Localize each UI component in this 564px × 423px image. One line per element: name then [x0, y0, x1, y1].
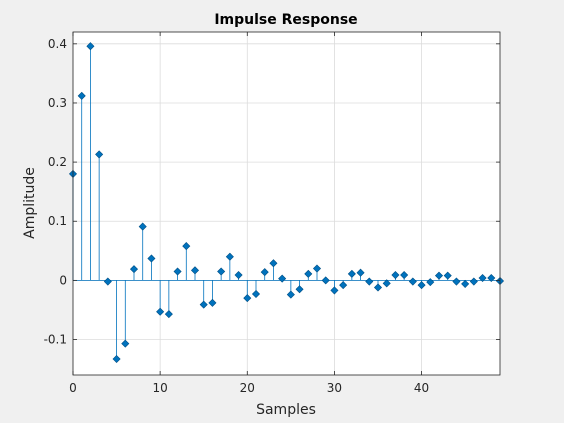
y-axis-label: Amplitude — [22, 167, 38, 239]
data-point-marker — [365, 277, 374, 286]
y-tick-label: 0.1 — [48, 214, 67, 228]
data-point-marker — [304, 269, 313, 278]
data-point-marker — [286, 290, 295, 299]
data-point-marker — [400, 271, 409, 280]
data-point-marker — [138, 222, 147, 231]
data-point-marker — [182, 242, 191, 251]
x-ticks: 0 10 20 30 40 — [69, 32, 429, 395]
y-tick-label: 0.3 — [48, 96, 67, 110]
data-point-marker — [243, 294, 252, 303]
markers — [68, 42, 505, 364]
data-point-marker — [469, 277, 478, 286]
data-point-marker — [112, 355, 121, 364]
data-point-marker — [478, 273, 487, 283]
data-point-marker — [190, 266, 200, 275]
data-point-marker — [347, 269, 356, 278]
data-point-marker — [321, 276, 330, 285]
data-point-marker — [173, 267, 182, 276]
data-point-marker — [129, 265, 139, 274]
data-point-marker — [452, 277, 461, 286]
chart-title: Impulse Response — [214, 12, 357, 28]
data-point-marker — [95, 150, 104, 159]
data-point-marker — [208, 298, 217, 307]
data-point-marker — [251, 289, 261, 299]
data-point-marker — [461, 279, 470, 288]
data-point-marker — [356, 268, 365, 277]
data-point-marker — [234, 271, 243, 280]
y-tick-label: 0 — [59, 273, 67, 287]
data-point-marker — [225, 252, 234, 261]
y-tick-label: -0.1 — [44, 333, 67, 347]
data-point-marker — [156, 307, 165, 316]
data-point-marker — [426, 278, 435, 287]
x-tick-label: 10 — [153, 381, 168, 395]
data-point-marker — [382, 279, 391, 288]
data-point-marker — [278, 274, 287, 283]
data-point-marker — [260, 268, 269, 277]
x-axis-label: Samples — [256, 402, 316, 418]
axes-box — [72, 31, 501, 376]
data-point-marker — [330, 286, 339, 295]
data-point-marker — [103, 277, 112, 286]
data-point-marker — [77, 91, 86, 100]
data-point-marker — [86, 42, 95, 51]
data-point-marker — [295, 285, 304, 294]
data-point-marker — [269, 259, 278, 268]
data-point-marker — [408, 277, 417, 286]
data-point-marker — [391, 271, 400, 280]
plot-area — [73, 32, 500, 375]
data-point-marker — [164, 310, 173, 319]
x-tick-label: 40 — [414, 381, 429, 395]
data-point-marker — [417, 281, 426, 290]
data-point-marker — [217, 267, 226, 276]
x-tick-label: 20 — [240, 381, 255, 395]
data-point-marker — [147, 254, 156, 263]
x-tick-label: 0 — [69, 381, 77, 395]
data-point-marker — [487, 273, 496, 283]
data-point-marker — [339, 281, 348, 290]
data-point-marker — [199, 300, 208, 309]
data-point-marker — [443, 271, 452, 280]
grid-lines — [72, 32, 500, 375]
data-point-marker — [373, 283, 383, 292]
data-point-marker — [121, 339, 130, 348]
x-tick-label: 30 — [327, 381, 342, 395]
data-point-marker — [434, 271, 444, 280]
y-ticks: -0.1 0 0.1 0.2 0.3 0.4 — [44, 37, 500, 347]
data-point-marker — [312, 264, 322, 273]
y-tick-label: 0.2 — [48, 155, 67, 169]
y-tick-label: 0.4 — [48, 37, 67, 51]
